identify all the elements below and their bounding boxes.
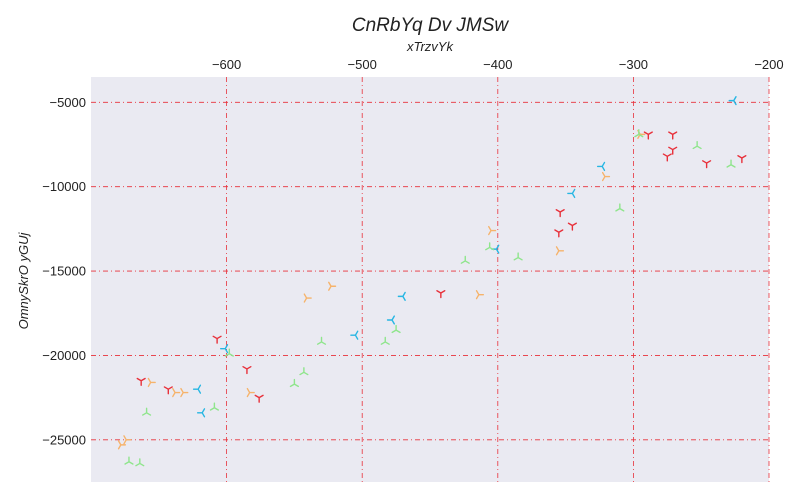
data-point [567, 222, 577, 231]
data-point [316, 336, 327, 345]
data-point [124, 456, 134, 465]
data-point [328, 281, 337, 291]
data-point [692, 140, 702, 150]
y-tick-label: −25000 [42, 432, 86, 447]
x-tick-label: −200 [754, 57, 783, 72]
data-point [668, 146, 678, 155]
data-point [554, 229, 564, 238]
data-point [350, 330, 359, 340]
data-point [224, 348, 234, 357]
data-point [397, 291, 406, 301]
data-point [135, 458, 145, 467]
data-point [737, 155, 747, 164]
data-point [485, 242, 495, 251]
data-point [254, 394, 264, 403]
data-point [513, 252, 523, 261]
data-point [212, 335, 222, 344]
data-point [662, 153, 672, 162]
y-tick-label: −5000 [49, 95, 86, 110]
x-axis-label: xTrzvYk [406, 39, 454, 54]
tick-labels: −600 −500 −400 −300 −200 −5000 −10000 −15000 −20… [42, 57, 783, 447]
data-point [728, 96, 737, 106]
data-markers [117, 96, 747, 467]
data-point [702, 160, 712, 169]
grid-lines [91, 77, 770, 482]
y-tick-label: −20000 [42, 348, 86, 363]
data-point [380, 336, 390, 345]
data-point [555, 209, 565, 218]
x-tick-label: −600 [212, 57, 241, 72]
y-tick-label: −10000 [42, 179, 86, 194]
data-point [141, 407, 152, 416]
data-point [668, 131, 678, 140]
data-point [123, 435, 132, 445]
plot-area [91, 77, 769, 482]
y-tick-label: −15000 [42, 264, 86, 279]
data-point [615, 203, 625, 212]
data-point [209, 402, 219, 411]
data-point [303, 293, 312, 303]
x-tick-label: −500 [348, 57, 377, 72]
data-point [192, 384, 202, 394]
chart-title: CnRbYq Dv JMSw [352, 15, 510, 36]
data-point [172, 387, 181, 398]
data-point [289, 378, 299, 388]
data-point [242, 365, 252, 375]
data-point [475, 290, 485, 300]
data-point [117, 440, 127, 450]
data-point [220, 344, 229, 354]
data-point [386, 315, 395, 325]
x-tick-label: −300 [619, 57, 648, 72]
data-point [391, 324, 401, 334]
data-point [299, 367, 309, 376]
data-point [597, 161, 606, 172]
data-point [147, 377, 156, 388]
data-point [488, 225, 497, 236]
data-point [726, 159, 736, 168]
data-point [196, 408, 206, 418]
data-point [436, 290, 446, 299]
data-point [634, 129, 644, 138]
data-point [555, 246, 565, 256]
data-point [180, 387, 189, 398]
data-point [136, 377, 146, 386]
x-tick-label: −400 [483, 57, 512, 72]
data-point [643, 131, 653, 140]
data-point [567, 188, 576, 199]
data-point [246, 387, 255, 398]
y-axis-label: OmnySkrO yGUj [16, 232, 31, 330]
data-point [460, 255, 470, 264]
data-point [601, 171, 611, 182]
data-point [163, 386, 173, 395]
